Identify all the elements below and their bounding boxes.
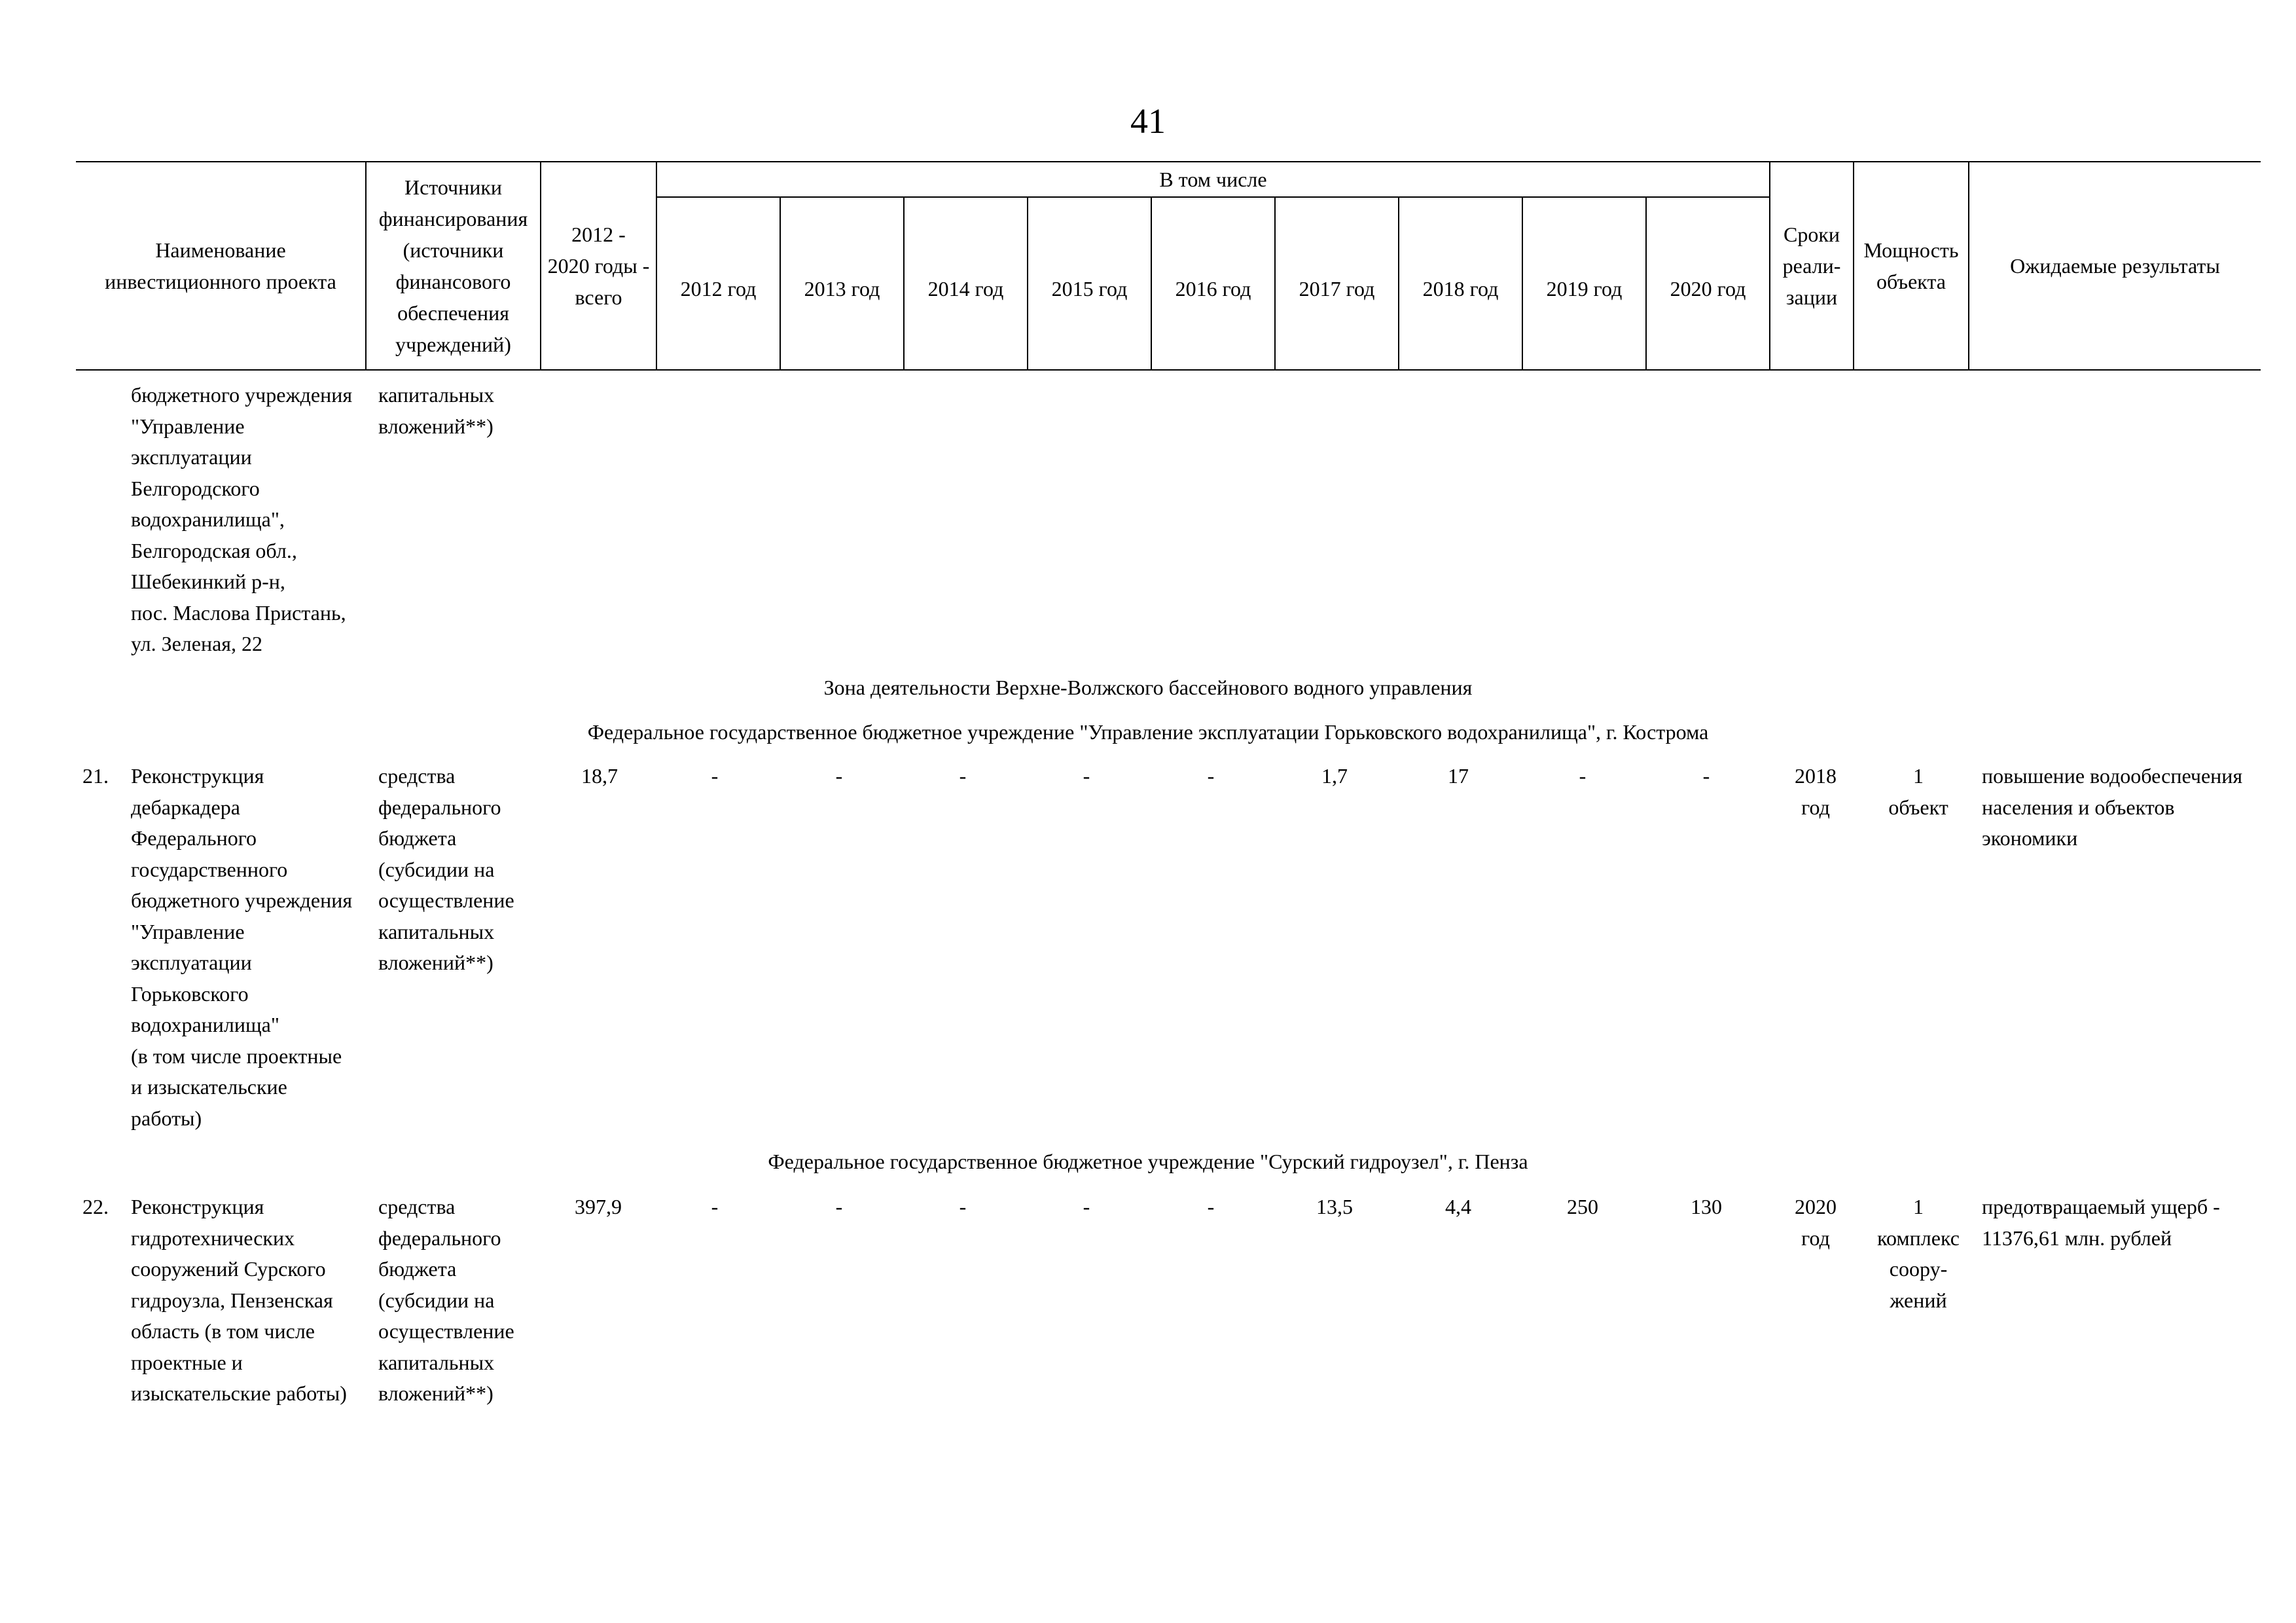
realization-term: 2020 год <box>1795 1195 1837 1250</box>
header-year: 2015 год <box>1027 196 1152 371</box>
year-value: - <box>1207 1195 1215 1218</box>
header-results: Ожидаемые результаты <box>1968 161 2261 371</box>
table-header: Наименование инвестиционного проекта Ист… <box>76 161 2261 371</box>
header-year: 2020 год <box>1645 196 1770 371</box>
row-number: 22. <box>82 1195 109 1218</box>
year-value: 250 <box>1567 1195 1598 1218</box>
org-heading-1: Федеральное государственное бюджетное уч… <box>587 720 1709 744</box>
header-total: 2012 - 2020 годы - всего <box>540 161 657 371</box>
header-terms: Сроки реали- зации <box>1769 161 1854 371</box>
year-value: - <box>711 1195 719 1218</box>
expected-results: повышение водообеспечения населения и об… <box>1982 764 2243 850</box>
zone-heading: Зона деятельности Верхне-Волжского бассе… <box>823 676 1473 699</box>
year-value: - <box>959 764 967 788</box>
object-capacity: 1 объект <box>1888 764 1948 819</box>
year-value: - <box>1083 764 1090 788</box>
header-year: 2019 год <box>1522 196 1647 371</box>
year-value: - <box>959 1195 967 1218</box>
year-value: 130 <box>1691 1195 1722 1218</box>
year-value: 17 <box>1448 764 1469 788</box>
continuation-name: бюджетного учреждения "Управление эксплу… <box>131 383 353 655</box>
header-year: 2013 год <box>780 196 905 371</box>
year-value: - <box>835 764 843 788</box>
year-value: - <box>835 1195 843 1218</box>
year-value: 13,5 <box>1316 1195 1353 1218</box>
year-value: - <box>711 764 719 788</box>
header-year: 2017 год <box>1274 196 1399 371</box>
header-year: 2012 год <box>656 196 781 371</box>
header-name: Наименование инвестиционного проекта <box>76 161 367 371</box>
total-value: 18,7 <box>581 764 618 788</box>
header-year: 2016 год <box>1151 196 1276 371</box>
realization-term: 2018 год <box>1795 764 1837 819</box>
header-capacity: Мощность объекта <box>1853 161 1969 371</box>
year-value: - <box>1207 764 1215 788</box>
year-value: - <box>1702 764 1710 788</box>
header-sources: Источники финансирования (источники фина… <box>365 161 541 371</box>
object-capacity: 1 комплекс соору- жений <box>1877 1195 1960 1312</box>
total-value: 397,9 <box>575 1195 622 1218</box>
year-value: 1,7 <box>1321 764 1348 788</box>
funding-source: средства федерального бюджета (субсидии … <box>378 1195 514 1405</box>
project-name: Реконструкция гидротехнических сооружени… <box>131 1195 347 1405</box>
project-name: Реконструкция дебаркадера Федерального г… <box>131 764 353 1130</box>
org-heading-2: Федеральное государственное бюджетное уч… <box>768 1150 1528 1173</box>
year-value: - <box>1083 1195 1090 1218</box>
funding-source: средства федерального бюджета (субсидии … <box>378 764 514 974</box>
header-including: В том числе <box>656 161 1770 198</box>
year-value: - <box>1579 764 1587 788</box>
row-number: 21. <box>82 764 109 788</box>
continuation-source: капитальных вложений**) <box>378 383 495 438</box>
header-year: 2018 год <box>1398 196 1523 371</box>
page-number: 41 <box>1130 101 1166 141</box>
year-value: 4,4 <box>1445 1195 1471 1218</box>
expected-results: предотвращаемый ущерб - 11376,61 млн. ру… <box>1982 1195 2220 1250</box>
header-year: 2014 год <box>903 196 1028 371</box>
